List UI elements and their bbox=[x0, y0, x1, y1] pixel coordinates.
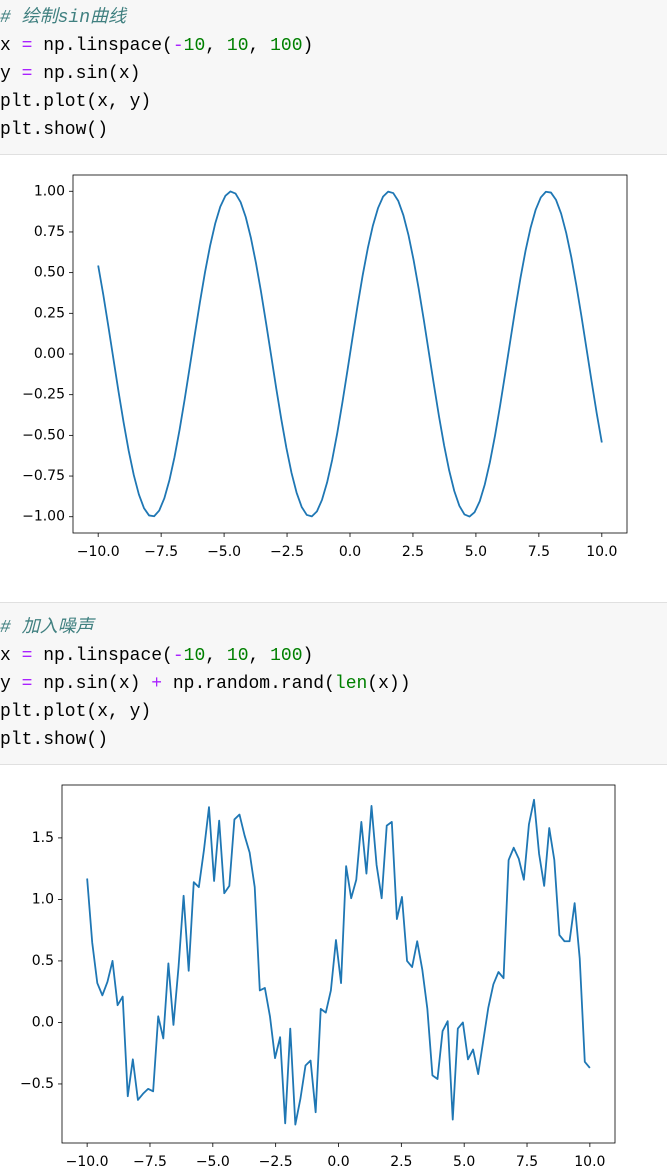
x-tick-label: −5.0 bbox=[207, 544, 241, 560]
code-token: np.sin(x) bbox=[32, 64, 141, 84]
code-token: = bbox=[21, 674, 33, 694]
code-line: # 绘制sin曲线 bbox=[0, 4, 667, 32]
code-token: + bbox=[151, 674, 163, 694]
y-tick-label: −0.75 bbox=[22, 468, 65, 484]
code-token: plt.show() bbox=[0, 120, 109, 140]
axes-frame bbox=[61, 784, 616, 1144]
x-tick-label: −10.0 bbox=[77, 544, 120, 560]
x-tick-label: 5.0 bbox=[453, 1154, 475, 1169]
y-tick-label: −1.00 bbox=[22, 509, 65, 525]
data-line bbox=[97, 190, 603, 518]
code-line: # 加入噪声 bbox=[0, 614, 667, 642]
code-token: 100 bbox=[270, 36, 303, 56]
code-token: x bbox=[0, 646, 22, 666]
y-tick-label: 1.00 bbox=[34, 183, 65, 199]
x-tick-label: 10.0 bbox=[586, 544, 617, 560]
code-token: plt.plot(x, y) bbox=[0, 92, 152, 112]
code-token: np.linspace( bbox=[32, 36, 173, 56]
code-token: len bbox=[334, 674, 368, 694]
code-line: x = np.linspace(-10, 10, 100) bbox=[0, 642, 667, 670]
y-tick-label: 0.00 bbox=[34, 346, 65, 362]
code-line: plt.plot(x, y) bbox=[0, 88, 667, 116]
x-tick-label: 5.0 bbox=[465, 544, 487, 560]
code-token: = bbox=[21, 64, 33, 84]
y-tick-label: 1.5 bbox=[32, 830, 54, 846]
x-tick-label: 2.5 bbox=[390, 1154, 412, 1169]
code-token: x bbox=[0, 36, 22, 56]
code-cell[interactable]: # 绘制sin曲线 x = np.linspace(-10, 10, 100) y … bbox=[0, 0, 667, 155]
code-token: plt.plot(x, y) bbox=[0, 702, 152, 722]
x-tick-label: −10.0 bbox=[66, 1154, 109, 1169]
code-token: # 绘制sin曲线 bbox=[0, 8, 127, 28]
code-token: ) bbox=[302, 36, 314, 56]
code-token: 100 bbox=[270, 646, 303, 666]
y-tick-label: 0.50 bbox=[34, 265, 65, 281]
code-cell[interactable]: # 加入噪声 x = np.linspace(-10, 10, 100) y = n… bbox=[0, 602, 667, 765]
code-token: , bbox=[248, 36, 271, 56]
code-token: # 加入噪声 bbox=[0, 618, 94, 638]
code-token: (x)) bbox=[367, 674, 411, 694]
x-tick-label: 2.5 bbox=[402, 544, 424, 560]
code-token: 10 bbox=[183, 36, 206, 56]
code-token: , bbox=[205, 36, 227, 56]
code-token: ) bbox=[302, 646, 314, 666]
code-token: y bbox=[0, 674, 22, 694]
y-tick-label: −0.5 bbox=[20, 1076, 54, 1092]
y-tick-label: 0.5 bbox=[32, 953, 54, 969]
y-tick-label: 0.0 bbox=[32, 1014, 54, 1030]
y-tick-label: 1.0 bbox=[32, 891, 54, 907]
code-token: y bbox=[0, 64, 22, 84]
y-tick-label: 0.75 bbox=[34, 224, 65, 240]
code-line: plt.plot(x, y) bbox=[0, 698, 667, 726]
code-token: 10 bbox=[183, 646, 206, 666]
code-token: = bbox=[21, 36, 33, 56]
x-tick-label: 10.0 bbox=[574, 1154, 605, 1169]
code-token: 10 bbox=[226, 36, 249, 56]
code-token: , bbox=[205, 646, 227, 666]
code-line: plt.show() bbox=[0, 726, 667, 754]
x-tick-label: −2.5 bbox=[270, 544, 304, 560]
code-line: y = np.sin(x) + np.random.rand(len(x)) bbox=[0, 670, 667, 698]
code-token: , bbox=[248, 646, 271, 666]
y-tick-label: 0.25 bbox=[34, 305, 65, 321]
axes-frame bbox=[72, 174, 628, 534]
code-token: plt.show() bbox=[0, 730, 109, 750]
x-tick-label: 7.5 bbox=[528, 544, 550, 560]
y-tick-label: −0.50 bbox=[22, 427, 65, 443]
data-line bbox=[86, 798, 591, 1126]
x-tick-label: 7.5 bbox=[516, 1154, 538, 1169]
x-tick-label: −7.5 bbox=[133, 1154, 167, 1169]
x-tick-label: 0.0 bbox=[327, 1154, 349, 1169]
code-token: np.sin(x) bbox=[32, 674, 152, 694]
code-line: y = np.sin(x) bbox=[0, 60, 667, 88]
code-token: - bbox=[172, 646, 184, 666]
y-tick-label: −0.25 bbox=[22, 387, 65, 403]
x-tick-label: −5.0 bbox=[196, 1154, 230, 1169]
code-line: x = np.linspace(-10, 10, 100) bbox=[0, 32, 667, 60]
code-token: 10 bbox=[226, 646, 249, 666]
code-token: np.random.rand( bbox=[162, 674, 335, 694]
code-token: np.linspace( bbox=[32, 646, 173, 666]
code-line: plt.show() bbox=[0, 116, 667, 144]
x-tick-label: 0.0 bbox=[339, 544, 361, 560]
x-tick-label: −7.5 bbox=[144, 544, 178, 560]
code-token: - bbox=[172, 36, 184, 56]
code-token: = bbox=[21, 646, 33, 666]
x-tick-label: −2.5 bbox=[259, 1154, 293, 1169]
